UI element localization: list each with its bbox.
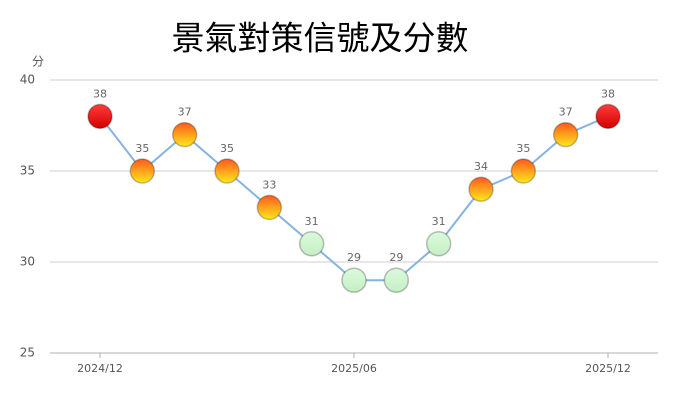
value-label: 29: [389, 251, 403, 264]
x-tick-label: 2025/06: [331, 362, 377, 375]
marker: [341, 267, 367, 293]
marker: [256, 194, 283, 221]
marker: [298, 231, 325, 257]
marker: [552, 121, 579, 148]
marker: [383, 267, 410, 293]
marker: [129, 158, 156, 184]
chart-title: 景氣對策信號及分數: [172, 19, 469, 58]
marker: [595, 103, 621, 130]
value-label: 37: [178, 106, 192, 119]
y-axis-label: 分: [32, 55, 44, 69]
marker: [171, 121, 198, 148]
value-label: 35: [516, 142, 530, 155]
x-tick-label: 2025/12: [585, 362, 631, 375]
value-label: 35: [220, 142, 234, 155]
value-label: 38: [93, 87, 107, 100]
marker: [425, 231, 452, 257]
value-label: 35: [135, 142, 149, 155]
value-label: 38: [601, 87, 615, 100]
value-label: 29: [347, 251, 361, 264]
value-label: 33: [262, 178, 276, 191]
y-tick-label: 35: [20, 164, 35, 178]
y-tick-label: 25: [20, 346, 35, 360]
value-label: 31: [305, 215, 319, 228]
value-label: 37: [559, 106, 573, 119]
y-tick-label: 40: [20, 73, 35, 87]
marker: [468, 176, 494, 202]
value-label: 34: [474, 160, 488, 173]
marker: [87, 103, 113, 130]
marker: [510, 158, 537, 184]
y-tick-label: 30: [20, 255, 35, 269]
x-tick-label: 2024/12: [77, 362, 123, 375]
value-label: 31: [432, 215, 446, 228]
marker: [214, 158, 240, 184]
